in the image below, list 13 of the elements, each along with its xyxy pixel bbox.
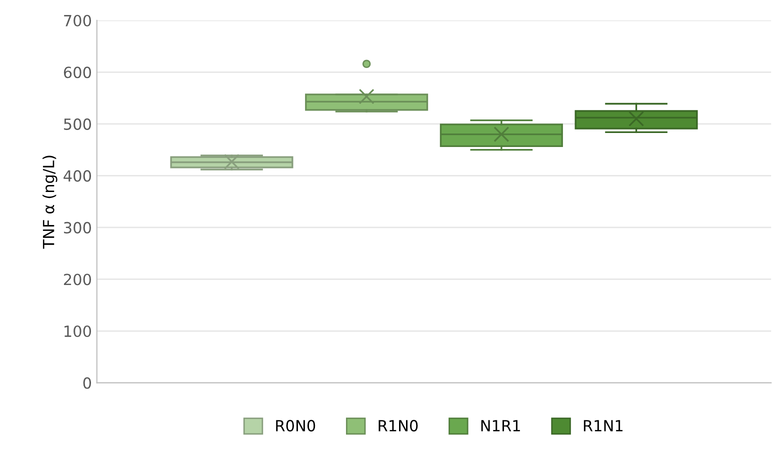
y-tick-label: 500 — [64, 118, 91, 130]
y-tick-label: 400 — [64, 170, 91, 182]
y-tick-label: 100 — [64, 325, 91, 338]
y-axis-title: TNF α (ng/L) — [42, 156, 58, 249]
legend-label: R0N0 — [276, 420, 316, 432]
legend-label: R1N1 — [584, 420, 623, 432]
y-tick-label: 200 — [64, 274, 91, 286]
y-tick-label: 300 — [64, 222, 91, 234]
legend-label: R1N0 — [378, 420, 418, 432]
y-tick-label: 0 — [83, 377, 91, 389]
y-tick-label: 600 — [64, 66, 91, 78]
y-tick-label: 700 — [64, 14, 91, 26]
legend-label: N1R1 — [481, 420, 520, 432]
